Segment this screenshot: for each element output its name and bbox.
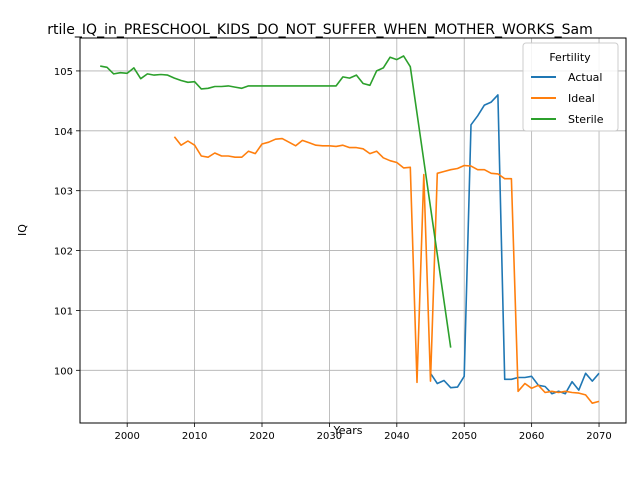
legend: Fertility Actual Ideal Sterile: [522, 42, 619, 132]
y-axis-title: IQ: [16, 224, 29, 236]
y-tick-label: 102: [54, 247, 73, 258]
chart-title: rtile_IQ_in_PRESCHOOL_KIDS_DO_NOT_SUFFER…: [47, 22, 592, 38]
x-tick-label: 2070: [586, 431, 611, 442]
legend-title: Fertility: [549, 51, 591, 64]
y-tick-label: 100: [54, 366, 73, 377]
y-tick-label: 104: [54, 127, 73, 138]
series-lines: [100, 55, 600, 405]
x-axis-title: Years: [332, 424, 362, 437]
y-tick-label: 101: [54, 306, 73, 317]
y-tick-label: 103: [54, 187, 73, 198]
x-tick-label: 2020: [249, 431, 274, 442]
legend-label-ideal: Ideal: [568, 92, 595, 105]
x-tick-label: 2010: [182, 431, 207, 442]
series-line-ideal: [173, 136, 600, 405]
legend-label-actual: Actual: [568, 71, 602, 84]
series-line-sterile: [100, 55, 452, 348]
x-tick-label: 2030: [317, 431, 342, 442]
axes: 2000 2010 2020 2030 2040 2050 2060 2070 100 101 10…: [54, 37, 627, 442]
x-tick-label: 2000: [114, 431, 139, 442]
x-tick-label: 2050: [451, 431, 476, 442]
series-line-actual: [429, 94, 600, 395]
x-tick-label: 2060: [519, 431, 544, 442]
y-tick-label: 105: [54, 67, 73, 78]
legend-label-sterile: Sterile: [568, 113, 604, 126]
plot-frame: [79, 37, 627, 424]
x-tick-label: 2040: [384, 431, 409, 442]
legend-box: [522, 42, 619, 132]
